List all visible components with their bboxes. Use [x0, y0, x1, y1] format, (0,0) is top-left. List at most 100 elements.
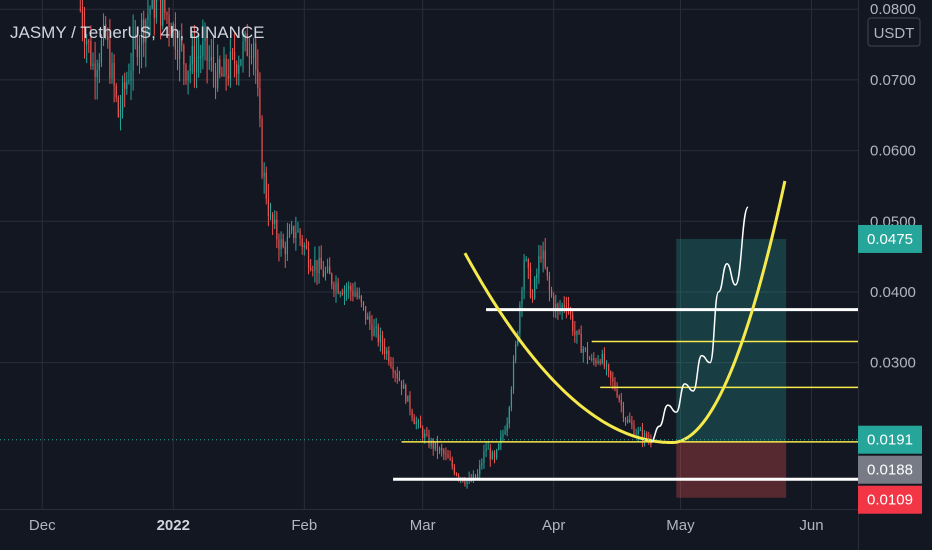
candle-body — [337, 282, 339, 294]
candle-body — [384, 346, 386, 354]
candle-body — [633, 424, 635, 435]
candle-body — [341, 292, 343, 295]
candle-body — [299, 230, 301, 239]
candle-body — [614, 381, 616, 390]
candle-body — [240, 59, 242, 66]
candle-body — [295, 232, 297, 239]
candle-body — [198, 56, 200, 58]
candle-body — [263, 172, 265, 177]
candle-body — [392, 366, 394, 373]
candle-body — [94, 63, 96, 78]
candle-body — [601, 354, 603, 363]
candle-body — [622, 404, 625, 418]
candle-body — [278, 239, 280, 249]
candle-body — [147, 14, 149, 21]
candle-body — [140, 19, 143, 45]
candle-body — [489, 448, 491, 460]
candle-body — [553, 295, 555, 310]
candle-body — [126, 81, 128, 89]
candle-body — [244, 33, 246, 42]
candle-body — [248, 55, 250, 57]
candle-body — [624, 417, 627, 423]
candle-body — [472, 474, 474, 482]
candle-body — [212, 56, 215, 72]
candle-body — [354, 292, 356, 296]
candle-body — [326, 266, 329, 272]
candle-body — [193, 45, 196, 73]
candle-body — [512, 360, 515, 389]
candle-body — [90, 41, 92, 66]
candle-body — [415, 421, 417, 425]
long-position-tool[interactable] — [676, 238, 787, 498]
candle-body — [86, 40, 88, 45]
price-badges: 0.0475 0.0191 0.0188 0.0109 — [858, 224, 922, 514]
candle-body — [546, 266, 548, 277]
candle-body — [343, 289, 346, 295]
candle-body — [276, 219, 278, 240]
candle-body — [149, 8, 151, 15]
candle-body — [191, 45, 193, 65]
price-badge-bg — [858, 224, 922, 253]
price-badge-label: 0.0191 — [867, 432, 913, 449]
candle-body — [236, 64, 238, 74]
candle-body — [396, 373, 398, 379]
candle-body — [428, 434, 430, 447]
candle-body — [496, 449, 498, 459]
candle-body — [618, 396, 620, 400]
candle-body — [297, 230, 299, 233]
candle-body — [134, 35, 136, 37]
candle-body — [438, 447, 441, 452]
candle-body — [487, 448, 489, 450]
candle-body — [646, 433, 648, 439]
candle-body — [409, 395, 411, 411]
price-badge-label: 0.0109 — [867, 492, 913, 509]
candle-body — [627, 419, 629, 423]
candle-body — [333, 284, 335, 291]
candle-body — [578, 330, 580, 334]
time-axis[interactable]: Dec 2022 Feb Mar Apr May Jun — [29, 517, 824, 534]
price-badge: 0.0475 — [858, 224, 922, 253]
candle-body — [183, 45, 185, 65]
candle-body — [536, 274, 538, 279]
candle-body — [335, 282, 337, 291]
candle-body — [620, 399, 622, 405]
candle-body — [629, 419, 631, 423]
candle-body — [345, 289, 348, 291]
drawings[interactable] — [463, 180, 787, 444]
candle-body — [417, 420, 420, 422]
candle-body — [591, 358, 593, 360]
candle-body — [107, 35, 109, 41]
candle-body — [381, 334, 384, 347]
candle-body — [282, 239, 284, 248]
candle-body — [449, 458, 451, 460]
price-badge-bg — [858, 485, 922, 514]
candle-body — [130, 70, 132, 81]
candle-body — [331, 274, 333, 285]
candle-body — [96, 70, 98, 78]
candle-body — [557, 303, 559, 310]
x-tick-label: Mar — [410, 517, 436, 534]
currency-button[interactable]: USDT — [867, 17, 921, 47]
price-badge-bg — [858, 425, 922, 454]
horizontal-levels[interactable] — [393, 308, 858, 481]
projection-path — [650, 206, 749, 443]
candle-body — [436, 442, 439, 452]
candle-body — [269, 214, 272, 216]
candle-body — [388, 350, 390, 362]
candle-body — [227, 75, 229, 79]
candle-body — [531, 297, 534, 299]
candle-body — [572, 314, 574, 332]
candle-body — [136, 35, 138, 58]
candle-body — [641, 430, 644, 441]
candle-body — [79, 9, 81, 11]
candle-body — [160, 0, 162, 26]
candle-body — [483, 451, 485, 464]
target-zone — [676, 238, 787, 442]
candle-body — [250, 56, 253, 58]
symbol-title: JASMY / TetherUS, 4h, BINANCE — [10, 23, 264, 42]
candle-body — [574, 331, 576, 335]
candle-body — [208, 60, 210, 62]
candle-body — [174, 23, 177, 50]
